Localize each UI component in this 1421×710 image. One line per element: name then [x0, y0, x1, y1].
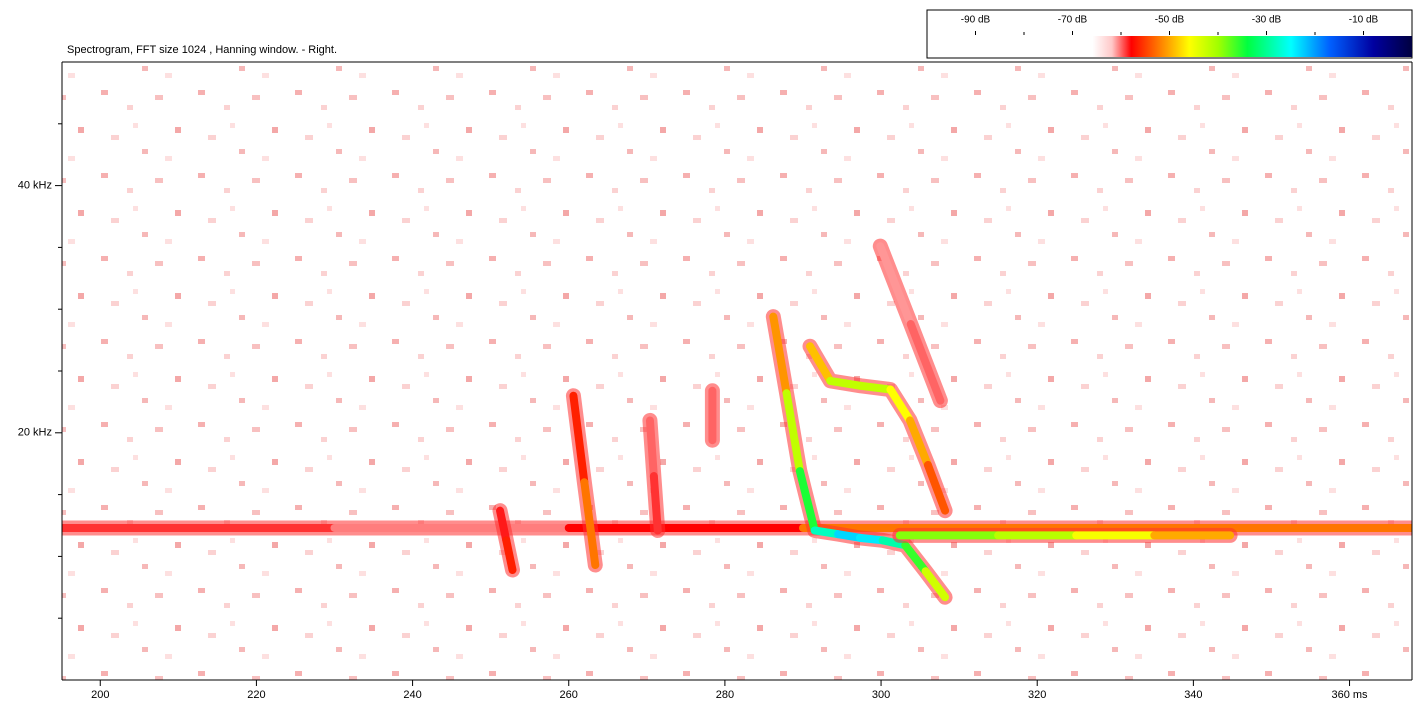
x-tick-label: 240 [403, 689, 421, 701]
y-tick-label: 40 kHz [18, 180, 52, 192]
trace-segment [795, 467, 819, 535]
trace-segment [580, 478, 600, 570]
trace-segment [905, 416, 932, 469]
trace-segment [856, 381, 895, 394]
x-tick-label: 260 [560, 689, 578, 701]
colorbar-tick-label: -90 dB [961, 15, 991, 26]
trace-segment [782, 389, 804, 476]
x-tick-label: 220 [247, 689, 265, 701]
trace-segment [496, 506, 511, 545]
x-tick-label: 200 [91, 689, 109, 701]
plot-area [62, 238, 1412, 605]
colorbar-tick-label: -50 dB [1155, 15, 1185, 26]
colorbar-tick-label: -70 dB [1058, 15, 1088, 26]
trace-segment [806, 342, 835, 385]
x-tick-label: 360 ms [1331, 689, 1368, 701]
trace-segment [769, 312, 791, 398]
x-tick-label: 300 [872, 689, 890, 701]
trace-segment [921, 567, 950, 602]
y-tick-label: 20 kHz [18, 427, 52, 439]
trace-segment [906, 320, 945, 405]
trace-segment [645, 416, 658, 481]
trace-segment [901, 541, 930, 576]
trace-segment [502, 536, 517, 574]
colorbar [928, 36, 1412, 57]
chart-title: Spectrogram, FFT size 1024 , Hanning win… [67, 44, 337, 56]
trace-segment [886, 385, 914, 425]
noise-background [62, 62, 1412, 680]
x-tick-label: 340 [1184, 689, 1202, 701]
trace-segment [876, 242, 915, 329]
trace-segment [923, 460, 950, 515]
colorbar-tick-label: -10 dB [1349, 15, 1379, 26]
x-tick-label: 320 [1028, 689, 1046, 701]
trace-segment [826, 376, 865, 390]
trace-segment [649, 472, 662, 535]
x-tick-label: 280 [716, 689, 734, 701]
colorbar-tick-label: -30 dB [1252, 15, 1282, 26]
trace-segment [569, 391, 589, 487]
colorbar-frame [926, 9, 1413, 59]
